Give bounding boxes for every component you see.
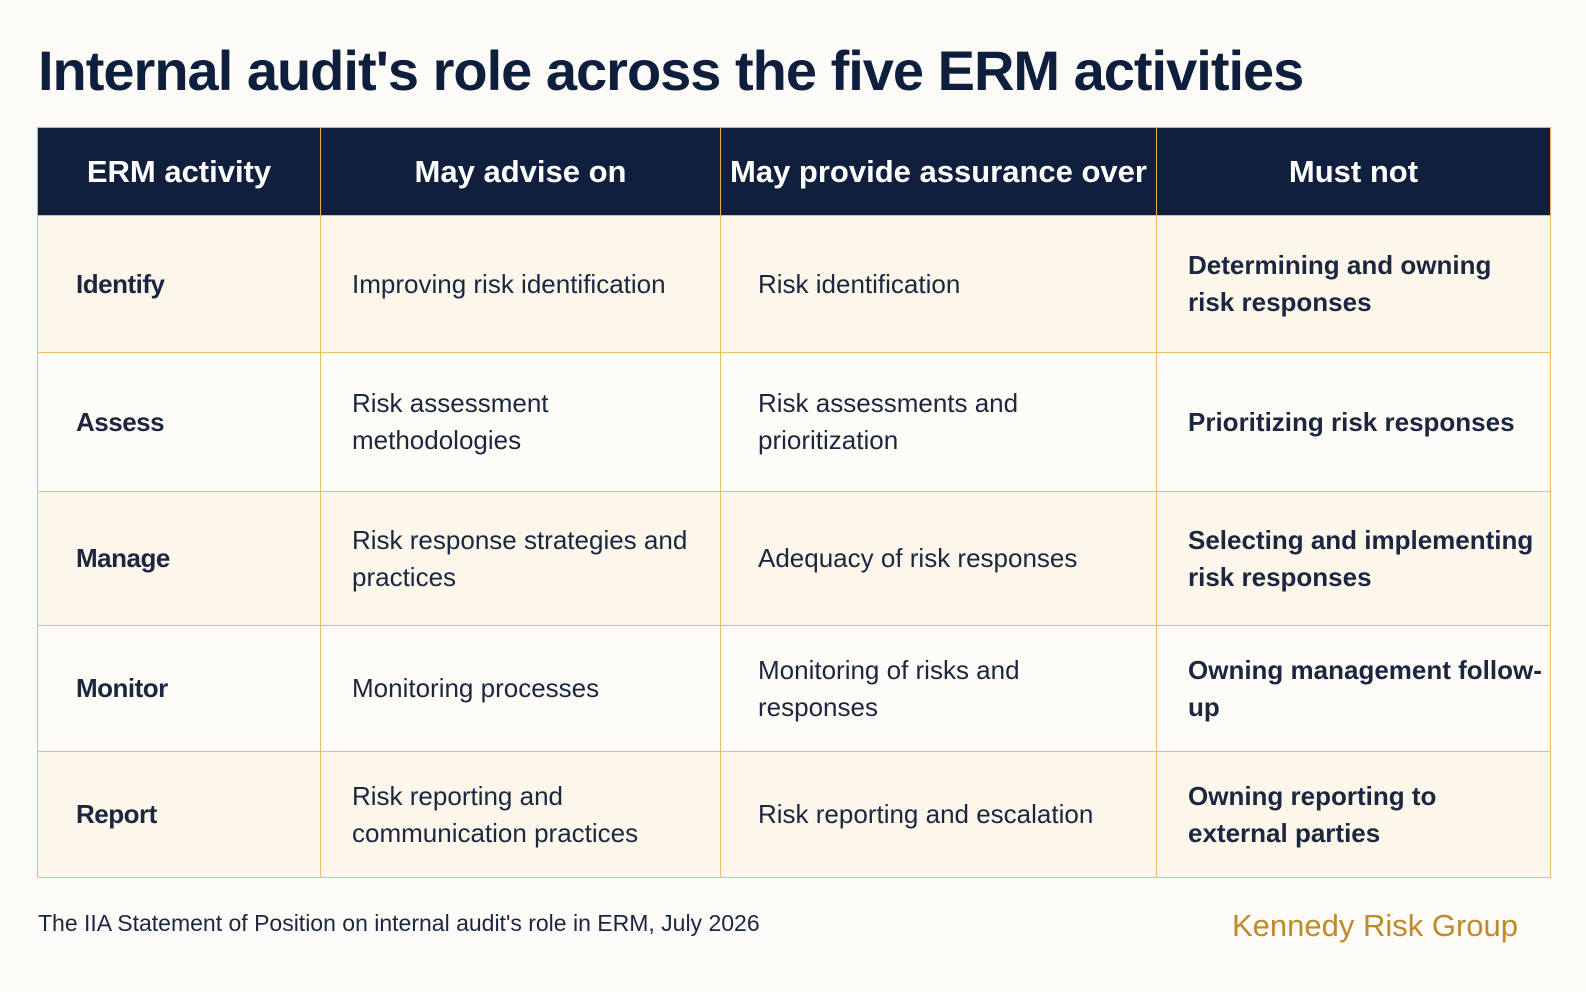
table-header-row: ERM activity May advise on May provide a…	[37, 127, 1551, 216]
assurance-cell: Monitoring of risks and responses	[720, 625, 1157, 752]
table-row: Assess Risk assessment methodologies Ris…	[37, 352, 1551, 492]
header-must-not: Must not	[1156, 127, 1551, 216]
must-not-cell: Owning management follow-up	[1156, 625, 1551, 752]
table-row: Identify Improving risk identification R…	[37, 215, 1551, 353]
table-row: Monitor Monitoring processes Monitoring …	[37, 625, 1551, 752]
assurance-cell: Risk reporting and escalation	[720, 751, 1157, 878]
assurance-cell: Risk identification	[720, 215, 1157, 353]
table-row: Manage Risk response strategies and prac…	[37, 491, 1551, 626]
assurance-cell: Risk assessments and prioritization	[720, 352, 1157, 492]
header-erm-activity: ERM activity	[37, 127, 321, 216]
activity-cell: Manage	[37, 491, 321, 626]
assurance-cell: Adequacy of risk responses	[720, 491, 1157, 626]
activity-cell: Identify	[37, 215, 321, 353]
header-may-advise-on: May advise on	[320, 127, 721, 216]
advise-cell: Monitoring processes	[320, 625, 721, 752]
erm-roles-table: ERM activity May advise on May provide a…	[37, 127, 1551, 878]
must-not-cell: Selecting and implementing risk response…	[1156, 491, 1551, 626]
advise-cell: Risk response strategies and practices	[320, 491, 721, 626]
brand-name: Kennedy Risk Group	[1231, 908, 1518, 943]
activity-cell: Assess	[37, 352, 321, 492]
must-not-cell: Determining and owning risk responses	[1156, 215, 1551, 353]
table-row: Report Risk reporting and communication …	[37, 751, 1551, 878]
source-citation: The IIA Statement of Position on interna…	[38, 910, 760, 936]
header-may-provide-assurance-over: May provide assurance over	[720, 127, 1157, 216]
must-not-cell: Prioritizing risk responses	[1156, 352, 1551, 492]
advise-cell: Improving risk identification	[320, 215, 721, 353]
activity-cell: Monitor	[37, 625, 321, 752]
activity-cell: Report	[37, 751, 321, 878]
advise-cell: Risk reporting and communication practic…	[320, 751, 721, 878]
advise-cell: Risk assessment methodologies	[320, 352, 721, 492]
must-not-cell: Owning reporting to external parties	[1156, 751, 1551, 878]
page-title: Internal audit's role across the five ER…	[38, 39, 1304, 102]
